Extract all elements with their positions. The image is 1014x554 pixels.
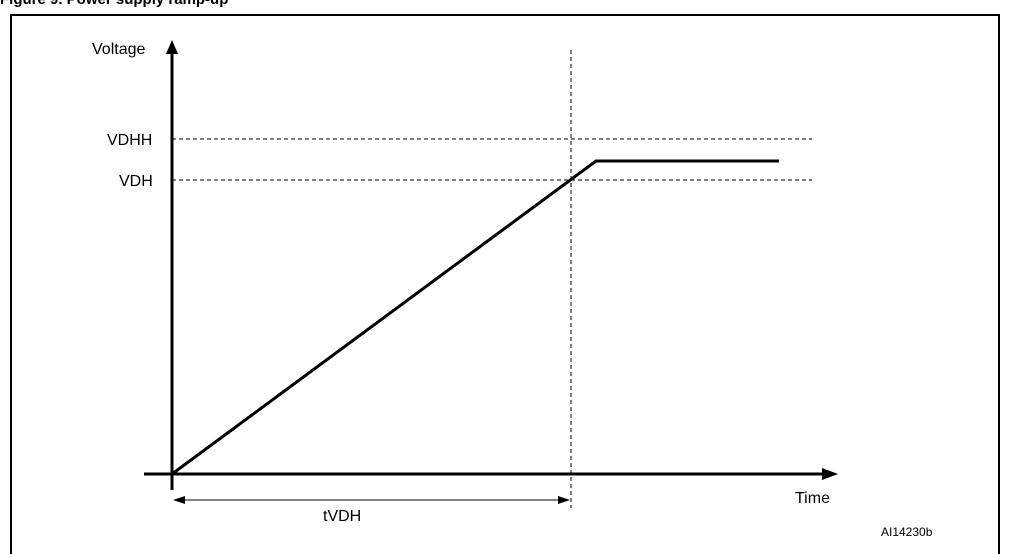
y-axis-arrow-icon xyxy=(166,40,178,54)
tvdh-arrow-right-icon xyxy=(558,496,570,504)
vdhh-label: VDHH xyxy=(107,132,152,149)
vdh-label: VDH xyxy=(119,173,153,190)
figure-caption: Figure 9. Power supply ramp-up xyxy=(0,0,228,8)
figure-reference-code: AI14230b xyxy=(881,525,933,539)
x-axis-label: Time xyxy=(795,490,830,507)
tvdh-arrow-left-icon xyxy=(173,496,185,504)
figure-frame xyxy=(10,14,1000,554)
voltage-ramp-curve xyxy=(171,159,779,476)
y-axis-label: Voltage xyxy=(92,41,145,58)
tvdh-label: tVDH xyxy=(323,508,361,525)
x-axis-arrow-icon xyxy=(822,468,838,480)
